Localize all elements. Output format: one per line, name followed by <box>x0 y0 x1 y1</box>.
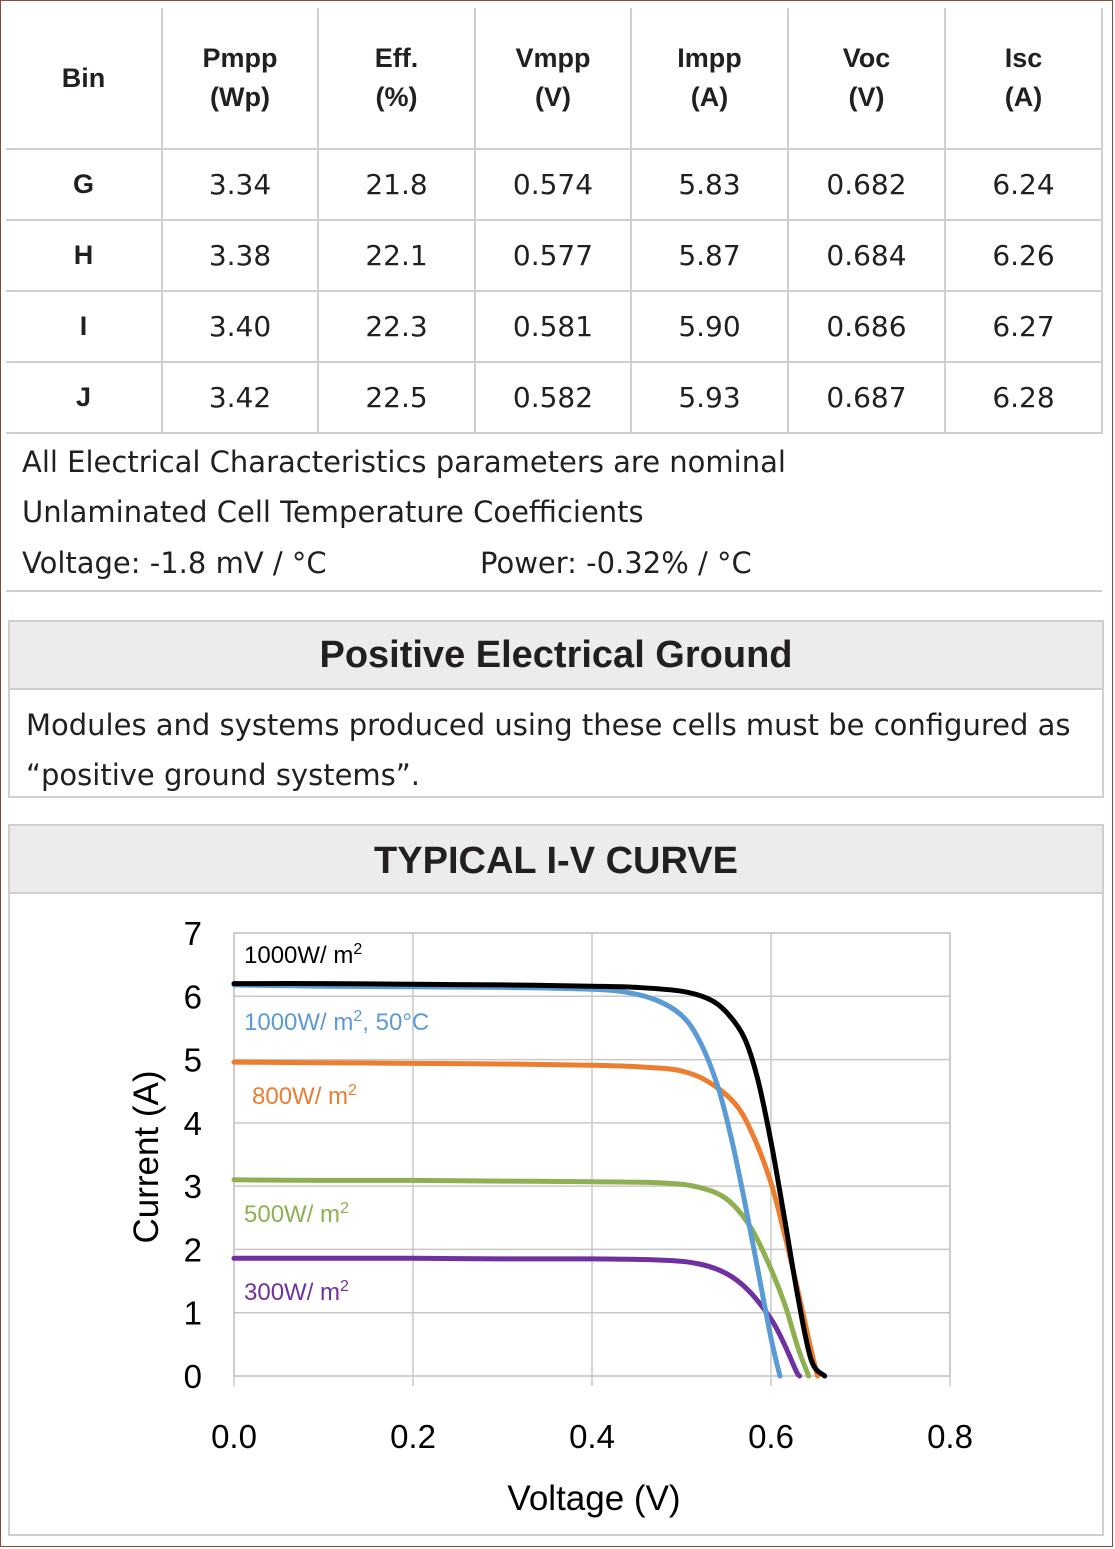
table-cell: 0.684 <box>787 219 946 292</box>
temperature-coefficients-title: Unlaminated Cell Temperature Coefficient… <box>22 495 644 529</box>
table-cell: 6.27 <box>944 290 1103 363</box>
table-cell: 6.24 <box>944 148 1103 221</box>
positive-ground-text: Modules and systems produced using these… <box>26 708 1071 792</box>
series-label: 500W/ m2 <box>244 1200 349 1228</box>
iv-curve-panel: TYPICAL I-V CURVE <box>8 824 1104 1536</box>
nominal-note: All Electrical Characteristics parameter… <box>22 445 786 479</box>
column-header-line: Vmpp <box>515 43 591 73</box>
table-cell: 22.5 <box>317 361 476 434</box>
column-header-line: (A) <box>690 82 729 112</box>
table-cell: 0.682 <box>787 148 946 221</box>
bin-cell: J <box>6 361 163 434</box>
table-row: I 3.40 22.3 0.581 5.90 0.686 6.27 <box>6 290 1103 363</box>
column-header-line: Isc <box>1004 43 1043 73</box>
series-line <box>231 982 783 1379</box>
table-cell: 22.3 <box>317 290 476 363</box>
table-header-row: Bin Pmpp (Wp) Eff. (%) Vmpp (V) Impp (A) Voc (V) Is… <box>6 8 1103 150</box>
y-tick-label: 5 <box>184 1042 202 1079</box>
column-header: Vmpp (V) <box>474 8 632 150</box>
column-header: Pmpp (Wp) <box>161 8 319 150</box>
table-cell: 3.40 <box>161 290 319 363</box>
x-tick-label: 0.2 <box>390 1418 436 1455</box>
table-row: J 3.42 22.5 0.582 5.93 0.687 6.28 <box>6 361 1103 434</box>
table-cell: 0.574 <box>474 148 632 221</box>
series-line <box>231 1255 803 1379</box>
positive-ground-panel: Positive Electrical Ground Modules and s… <box>8 620 1104 798</box>
bin-cell: H <box>6 219 163 292</box>
column-header-line: (%) <box>375 82 418 112</box>
column-header: Eff. (%) <box>317 8 476 150</box>
column-header-line: (V) <box>535 82 571 112</box>
table-cell: 0.577 <box>474 219 632 292</box>
table-cell: 3.42 <box>161 361 319 434</box>
voltage-coefficient: Voltage: -1.8 mV / °C <box>22 546 327 580</box>
y-tick-label: 7 <box>184 915 202 952</box>
column-header-line: Bin <box>61 62 106 93</box>
table-cell: 22.1 <box>317 219 476 292</box>
series-label: 1000W/ m2, 50°C <box>244 1008 429 1036</box>
table-cell: 5.83 <box>630 148 789 221</box>
column-header: Isc (A) <box>944 8 1103 150</box>
x-tick-label: 0.6 <box>748 1418 794 1455</box>
y-tick-label: 1 <box>184 1295 202 1332</box>
x-tick-label: 0.0 <box>211 1418 257 1455</box>
column-header-line: (Wp) <box>210 82 270 112</box>
column-header-line: (A) <box>1004 82 1043 112</box>
series-line <box>231 981 828 1379</box>
bin-cell: G <box>6 148 163 221</box>
table-cell: 3.38 <box>161 219 319 292</box>
table-cell: 5.87 <box>630 219 789 292</box>
column-header-line: (V) <box>848 82 885 112</box>
series-line <box>231 1177 812 1379</box>
table-row: H 3.38 22.1 0.577 5.87 0.684 6.26 <box>6 219 1103 292</box>
y-tick-label: 0 <box>184 1358 202 1395</box>
iv-curve-title: TYPICAL I-V CURVE <box>10 826 1102 894</box>
y-tick-label: 6 <box>184 978 202 1015</box>
bin-cell: I <box>6 290 163 363</box>
table-cell: 3.34 <box>161 148 319 221</box>
column-header: Impp (A) <box>630 8 789 150</box>
x-tick-label: 0.8 <box>927 1418 973 1455</box>
positive-ground-title: Positive Electrical Ground <box>10 622 1102 690</box>
column-header-line: Pmpp <box>202 43 278 73</box>
table-cell: 6.28 <box>944 361 1103 434</box>
series-label: 800W/ m2 <box>252 1082 357 1110</box>
series-label: 300W/ m2 <box>244 1278 349 1306</box>
y-tick-label: 4 <box>184 1105 202 1142</box>
table-cell: 0.686 <box>787 290 946 363</box>
series-label: 1000W/ m2 <box>244 941 362 969</box>
y-tick-label: 2 <box>184 1231 202 1268</box>
column-header-line: Impp <box>677 43 742 73</box>
column-header: Bin <box>6 8 163 150</box>
bin-spec-table: Bin Pmpp (Wp) Eff. (%) Vmpp (V) Impp (A) Voc (V) Is… <box>6 8 1103 434</box>
notes-block: All Electrical Characteristics parameter… <box>6 432 1102 592</box>
table-cell: 0.582 <box>474 361 632 434</box>
table-cell: 21.8 <box>317 148 476 221</box>
x-axis-title: Voltage (V) <box>507 1479 680 1518</box>
table-cell: 0.581 <box>474 290 632 363</box>
y-tick-label: 3 <box>184 1168 202 1205</box>
table-row: G 3.34 21.8 0.574 5.83 0.682 6.24 <box>6 148 1103 221</box>
table-cell: 0.687 <box>787 361 946 434</box>
column-header: Voc (V) <box>787 8 946 150</box>
table-cell: 5.93 <box>630 361 789 434</box>
y-axis-title: Current (A) <box>127 1070 166 1243</box>
table-cell: 6.26 <box>944 219 1103 292</box>
power-coefficient: Power: -0.32% / °C <box>480 546 752 580</box>
column-header-line: Eff. <box>374 43 419 73</box>
x-tick-label: 0.4 <box>569 1418 615 1455</box>
table-cell: 5.90 <box>630 290 789 363</box>
column-header-line: Voc <box>842 43 891 73</box>
